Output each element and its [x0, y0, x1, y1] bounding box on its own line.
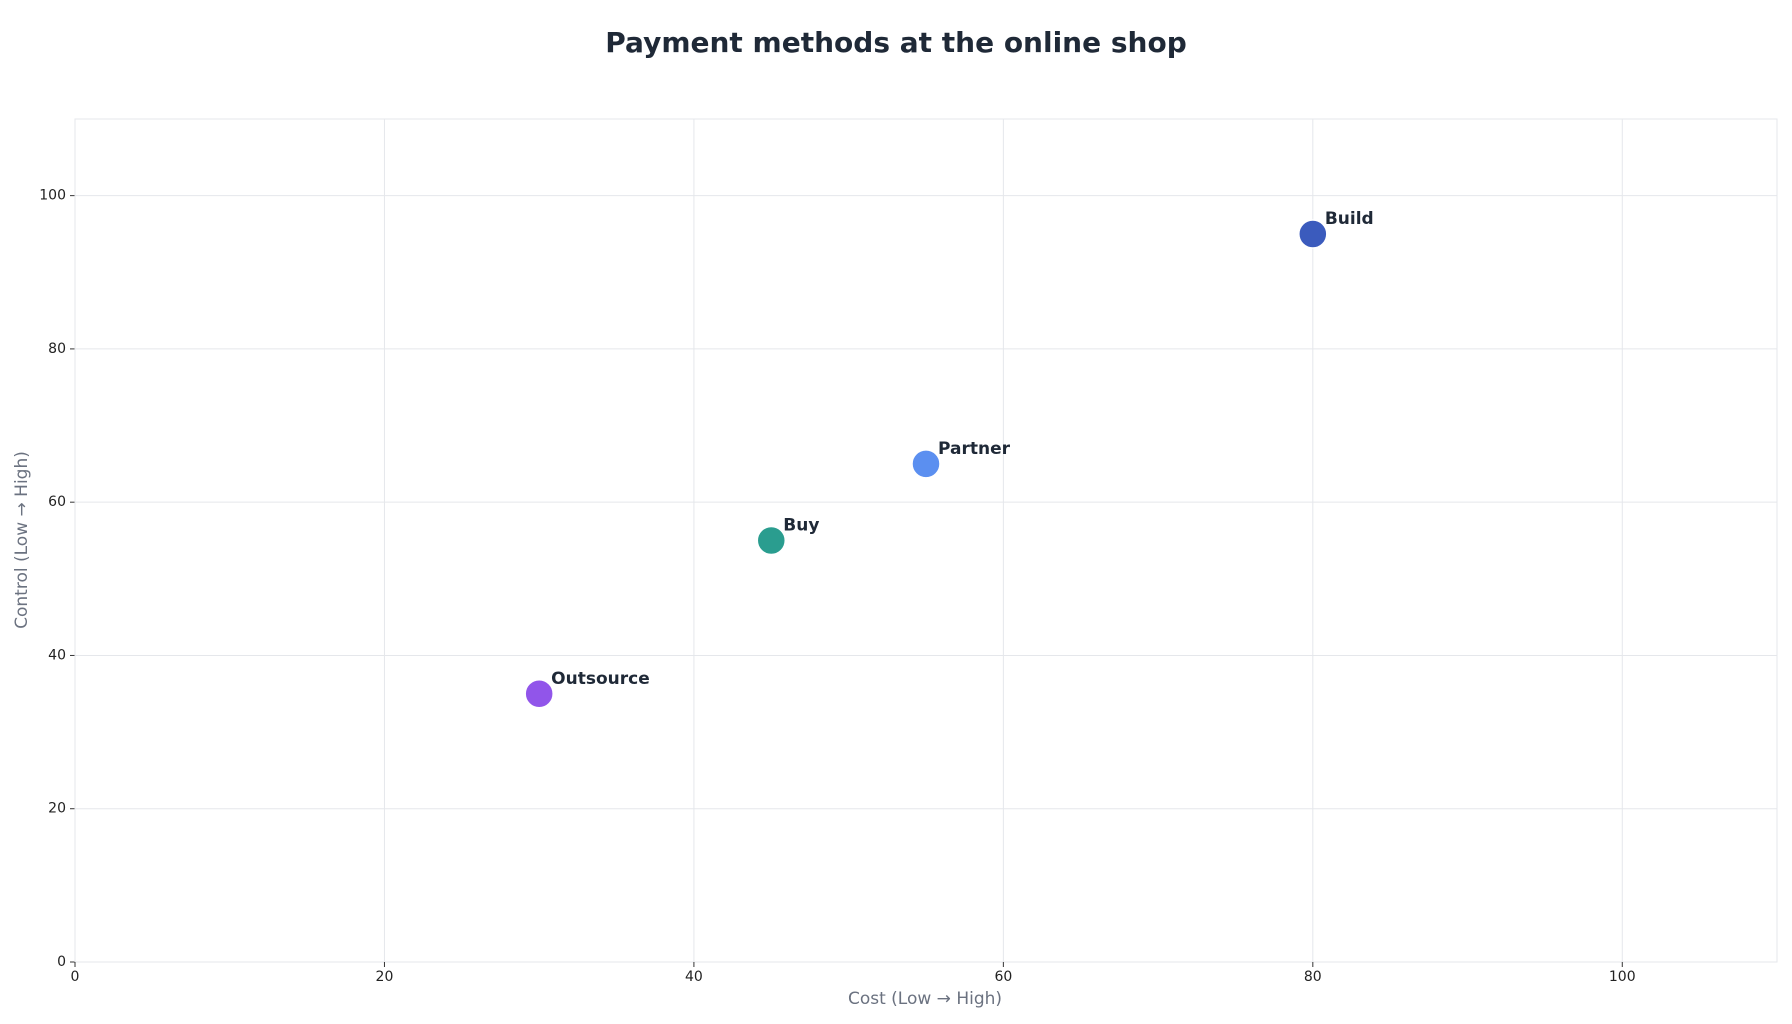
chart-title: Payment methods at the online shop [605, 26, 1186, 59]
x-axis-title: Cost (Low → High) [848, 989, 1002, 1009]
x-tick-label: 20 [376, 969, 394, 985]
point-label: Buy [783, 516, 819, 536]
y-tick-label: 100 [39, 188, 66, 204]
y-axis-title: Control (Low → High) [12, 451, 32, 629]
y-tick-label: 20 [48, 801, 66, 817]
point-label: Outsource [551, 669, 650, 689]
point [911, 449, 941, 479]
x-tick-label: 80 [1304, 969, 1322, 985]
y-tick-label: 80 [48, 341, 66, 357]
point [524, 679, 554, 709]
x-tick-label: 100 [1609, 969, 1636, 985]
y-tick-label: 0 [57, 954, 66, 970]
x-tick-label: 60 [994, 969, 1012, 985]
point-label: Partner [938, 439, 1011, 459]
point [756, 525, 787, 556]
y-tick-label: 60 [48, 494, 66, 510]
plot-frame [74, 118, 1778, 963]
x-tick-label: 40 [685, 969, 703, 985]
y-tick-label: 40 [48, 647, 66, 663]
point [1298, 219, 1328, 249]
point-label: Build [1325, 209, 1374, 229]
x-tick-label: 0 [71, 969, 80, 985]
